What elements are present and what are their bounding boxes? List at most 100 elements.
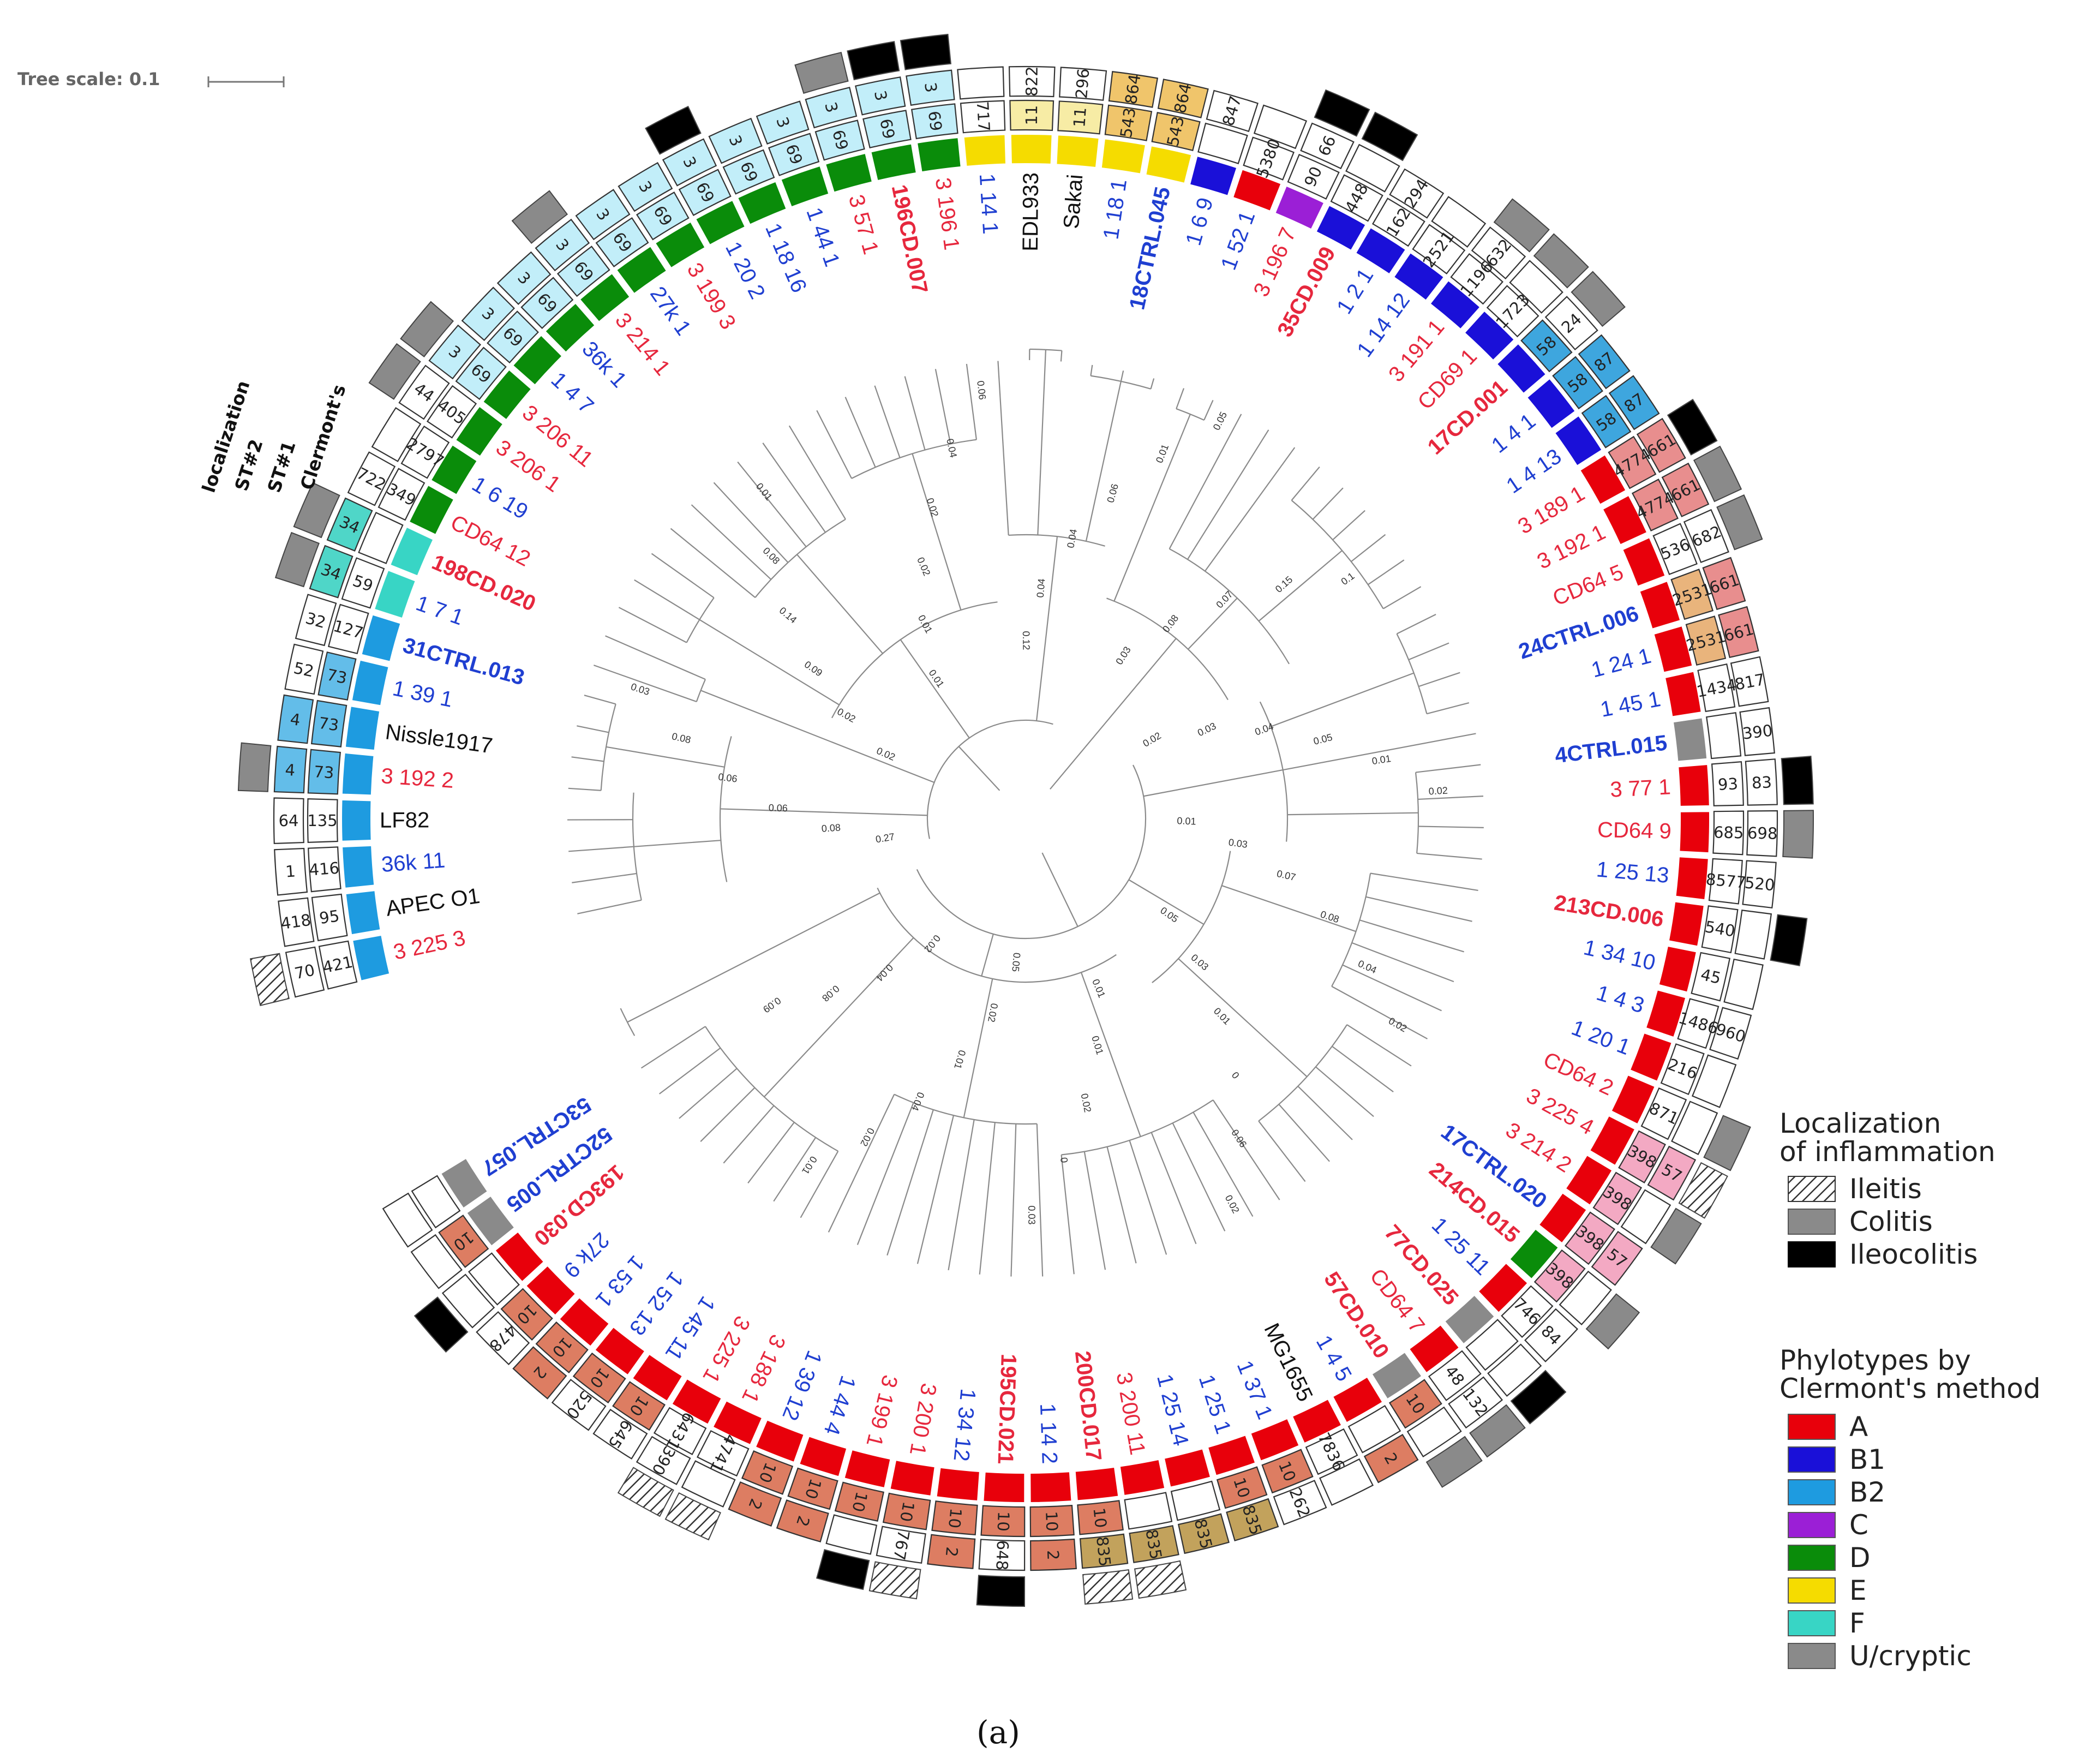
st2-cell <box>776 1499 829 1542</box>
tree-branch <box>1037 349 1047 535</box>
clermont-cell <box>1119 1458 1166 1497</box>
tree-leaf-branch <box>1342 964 1442 1012</box>
tree-leaf-branch <box>593 665 697 703</box>
branch-length-label: 0.03 <box>1026 1205 1037 1224</box>
localization-cell <box>414 1296 469 1353</box>
st1-cell <box>1428 1350 1482 1401</box>
tree-clade-arc <box>719 736 732 882</box>
localization-cell <box>1469 1404 1526 1458</box>
tree-leaf-branch <box>1351 534 1386 563</box>
st2-cell <box>1177 1513 1230 1554</box>
st1-cell <box>814 119 865 161</box>
st2-cell <box>1544 296 1598 351</box>
branch-length-label: 0.04 <box>1254 721 1275 738</box>
clermont-cell <box>712 1400 763 1446</box>
st1-cell <box>787 1467 838 1510</box>
tree-leaf-branch <box>886 1109 934 1256</box>
tree-leaf-branch <box>1120 370 1124 382</box>
st1-cell <box>317 651 357 701</box>
branch-length-label: 0.04 <box>944 438 959 458</box>
st1-cell <box>1501 1285 1554 1338</box>
st1-cell <box>1465 1319 1519 1371</box>
clermont-cell <box>341 752 375 796</box>
leaf-label: 3 200 1 <box>905 1382 941 1457</box>
branch-length-label: 0.02 <box>1223 1193 1242 1215</box>
st1-cell <box>1029 1504 1075 1538</box>
st1-value: 8577 <box>1705 870 1747 892</box>
leaf-label: Nissle1917 <box>384 720 494 758</box>
branch-length-label: 0.06 <box>975 380 988 400</box>
st2-cell <box>277 694 314 744</box>
tree-leaf-branch <box>1351 942 1454 983</box>
branch-length-label: 0.04 <box>1065 528 1079 549</box>
legend-phylotypes: Phylotypes by Clermont's method AB1B2CDE… <box>1780 1344 2041 1672</box>
clermont-cell <box>963 134 1007 168</box>
st2-cell <box>681 1460 736 1508</box>
tree-branch <box>1041 852 1079 927</box>
st2-cell <box>1718 606 1759 659</box>
st1-cell <box>612 1381 666 1431</box>
ring-labels: localization ST#2 ST#1 Clermont's <box>198 378 350 495</box>
st1-cell <box>426 385 477 439</box>
clermont-cell <box>1621 536 1666 587</box>
tree-leaf-branch <box>571 756 604 762</box>
tree-branches <box>567 348 1484 1277</box>
st1-cell <box>741 1450 794 1495</box>
st1-value: 69 <box>876 117 898 141</box>
branch-length-label: 0.03 <box>1196 720 1218 738</box>
tree-scale: Tree scale: 0.1 <box>17 69 285 89</box>
st1-cell <box>400 425 450 479</box>
tree-leaf-branch <box>640 1026 706 1069</box>
leaf-label: 1 14 2 <box>1035 1403 1062 1464</box>
tree-clade-arc <box>1291 500 1384 609</box>
tree-leaf-branch <box>1418 826 1484 828</box>
branch-length-label: 0.08 <box>761 545 782 566</box>
branch-length-label: 0.03 <box>1189 952 1211 973</box>
st1-cell <box>1412 224 1466 275</box>
legend-phylotype-label: B2 <box>1849 1476 1885 1508</box>
tree-leaf-branch <box>1332 1045 1394 1093</box>
branch-length-label: 0.12 <box>1021 631 1032 650</box>
localization-cell <box>1770 914 1808 966</box>
st2-cell <box>1157 79 1209 118</box>
clermont-cell <box>736 181 787 225</box>
st2-cell <box>1319 1458 1374 1506</box>
st1-cell <box>980 1505 1026 1538</box>
st2-cell <box>1226 1498 1279 1541</box>
legend-localization: Localization of inflammation Ileitis Col… <box>1780 1108 1996 1270</box>
st2-cell <box>927 1534 976 1569</box>
st2-cell <box>1008 65 1056 98</box>
branch-length-label: 0.06 <box>717 771 738 784</box>
clermont-cell <box>1163 1448 1212 1488</box>
st1-value: 10 <box>1089 1507 1110 1529</box>
st2-cell <box>398 364 450 420</box>
leaf-label: 196CD.007 <box>887 183 932 296</box>
st2-value: 3 <box>921 81 940 94</box>
branch-length-label: 0.04 <box>1035 578 1047 599</box>
st2-cell <box>428 324 481 380</box>
tree-branch <box>958 746 1000 791</box>
tree-clade-arc <box>1106 597 1229 701</box>
st2-cell <box>978 1539 1026 1571</box>
st2-cell <box>1578 334 1631 390</box>
st2-cell <box>1691 1054 1737 1108</box>
clermont-cell <box>1371 1351 1423 1400</box>
st1-cell <box>1077 1500 1124 1535</box>
clermont-cell <box>1668 901 1705 947</box>
clermont-cell <box>1332 1376 1383 1424</box>
localization-cell <box>1716 494 1763 551</box>
st1-cell <box>960 100 1006 134</box>
st2-cell <box>309 545 354 599</box>
st1-cell <box>1640 1087 1687 1140</box>
clermont-cell <box>1232 169 1282 212</box>
st2-cell <box>1524 1308 1579 1362</box>
localization-cell <box>1650 1207 1702 1265</box>
st1-value: 10 <box>848 1490 871 1514</box>
clermont-cell <box>1629 1032 1673 1083</box>
tree-branch <box>633 840 721 847</box>
branch-length-label: 0.08 <box>821 822 841 834</box>
legend-phylotype-label: E <box>1849 1575 1867 1606</box>
legend-phylotype-label: A <box>1849 1411 1868 1443</box>
localization-cell <box>1134 1560 1187 1599</box>
st1-cell <box>327 603 369 655</box>
